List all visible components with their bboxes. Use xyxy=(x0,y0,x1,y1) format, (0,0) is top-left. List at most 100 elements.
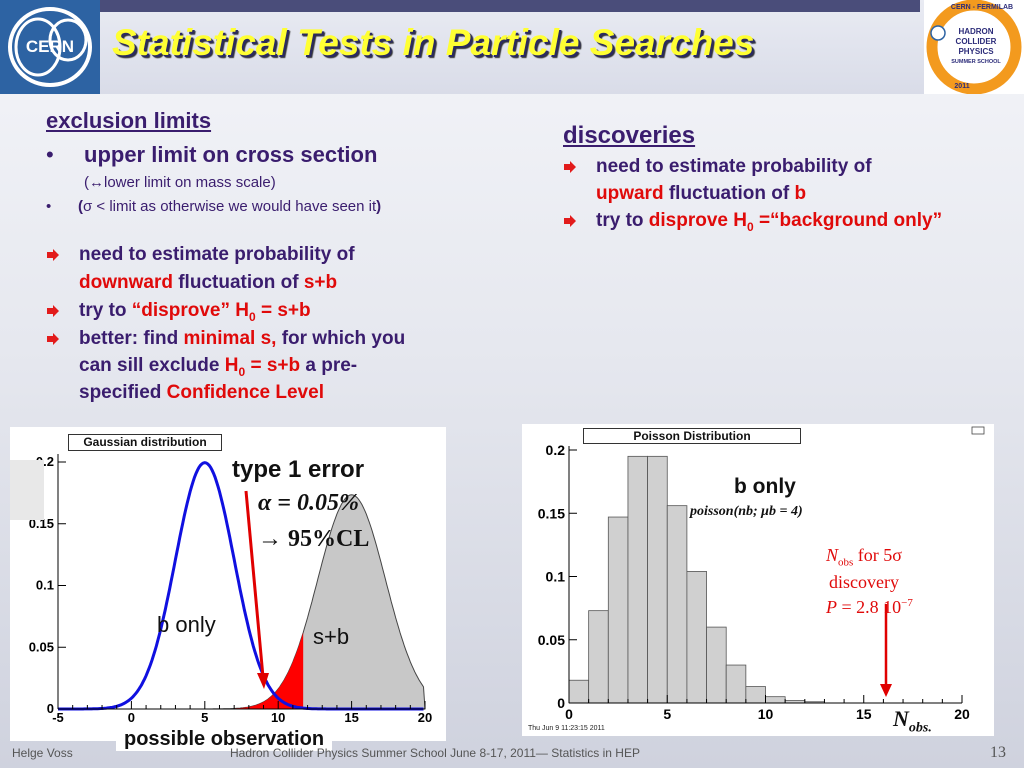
label-sb: s+b xyxy=(313,624,350,649)
left-item3-pre: better: find xyxy=(79,328,184,349)
nobs-sub: obs xyxy=(838,556,854,569)
discoveries-heading: discoveries xyxy=(563,122,696,149)
stats-box-icon xyxy=(971,426,985,435)
right-item2-sub: 0 xyxy=(746,219,754,234)
gauss-ytick-label: 0 xyxy=(47,701,54,716)
left-item3-l3-pre: specified xyxy=(79,382,167,403)
school-logo-line4: SUMMER SCHOOL xyxy=(951,59,1001,65)
left-item3-l2-h: H xyxy=(224,355,239,376)
bullet-upper-limit: upper limit on cross section xyxy=(84,142,378,167)
label-discovery: discovery xyxy=(829,572,899,592)
label-cl: → 95%CL xyxy=(258,526,370,552)
left-item3-l2-post: a pre- xyxy=(300,355,358,376)
header-bar xyxy=(0,0,1024,94)
poisson-plot-panel: 0.2 0.15 0.1 0.05 0 0 5 10 15 20 Poisson Distribu… xyxy=(522,424,994,736)
left-item2-pre: try to xyxy=(79,300,132,321)
gauss-plot: 0.20.150.10.050-5 0 5 10 15 20 xyxy=(29,454,432,725)
school-logo-year: 2011 xyxy=(954,83,969,90)
footer-author: Helge Voss xyxy=(12,746,73,760)
paren-open: ( xyxy=(78,198,83,215)
label-p-value: P = 2.8 10−7 xyxy=(826,597,913,618)
type1-arrowhead xyxy=(257,673,269,689)
poisson-xtick-label: 20 xyxy=(954,706,970,722)
p-exp: −7 xyxy=(901,597,913,609)
gauss-plot-title: Gaussian distribution xyxy=(68,434,222,451)
bullet-dot-2: • xyxy=(46,198,52,215)
label-nobs-5sigma: Nobs for 5σ xyxy=(826,545,902,569)
left-item1-line2: downward fluctuation of s+b xyxy=(79,272,337,294)
poisson-bar xyxy=(745,686,766,704)
poisson-bar xyxy=(607,516,629,704)
label-b-only-gauss: b only xyxy=(157,612,216,637)
poisson-bar xyxy=(706,626,727,704)
right-item1-line1: need to estimate probability of xyxy=(596,156,872,177)
school-logo-line1: HADRON xyxy=(958,27,993,36)
label-possible-observation: possible observation xyxy=(116,728,333,751)
p-val: = 2.8 10 xyxy=(837,597,902,617)
poisson-bar xyxy=(765,696,786,704)
exclusion-heading: exclusion limits xyxy=(46,108,212,133)
arrow-bullet-icon xyxy=(564,215,576,227)
poisson-bar xyxy=(725,664,747,704)
left-item3-line1: better: find minimal s, for which you xyxy=(79,328,405,350)
poisson-timestamp: Thu Jun 9 11:23:15 2011 xyxy=(528,725,605,732)
label-alpha: α = 0.05% xyxy=(258,490,359,516)
cern-logo: CERN xyxy=(0,0,100,94)
label-poisson-formula: poisson(nb; μb = 4) xyxy=(690,504,803,519)
word-sb: s+b xyxy=(303,272,338,293)
right-item2-bg: =“background only” xyxy=(753,210,943,231)
poisson-plot: 0.2 0.15 0.1 0.05 00 5 10 15 20 xyxy=(538,426,985,722)
type1-error-area xyxy=(58,632,304,709)
poisson-xtick-label: 0 xyxy=(565,706,573,722)
poisson-ytick-label: 0.05 xyxy=(538,632,565,648)
arrow-bullet-icon xyxy=(47,249,59,261)
poisson-xtick-label: 15 xyxy=(856,706,872,722)
poisson-plot-title: Poisson Distribution xyxy=(583,428,801,444)
label-b-only-poisson: b only xyxy=(734,475,796,498)
poisson-xtick-label: 5 xyxy=(663,706,671,722)
left-item3-l2-sub: 0 xyxy=(238,364,246,379)
left-item1-line1: need to estimate probability of xyxy=(79,244,355,265)
label-nobs-axis: Nobs. xyxy=(893,706,932,737)
poisson-ytick-label: 0 xyxy=(557,695,565,711)
nobs-n: N xyxy=(826,545,839,565)
right-item1-line2: upward fluctuation of b xyxy=(596,183,806,205)
right-word-fluctuation: fluctuation of xyxy=(663,183,795,204)
nobs-for: for 5σ xyxy=(853,545,902,565)
poisson-bar xyxy=(627,455,648,704)
gauss-xtick-label: 15 xyxy=(344,710,358,725)
poisson-bar xyxy=(686,571,707,704)
left-item3-l3-cl: Confidence Level xyxy=(166,382,324,403)
gauss-xtick-label: 5 xyxy=(201,710,208,725)
gauss-xtick-label: 0 xyxy=(128,710,135,725)
gauss-plot-panel: 0.2 0.15 0.1 0.05 0 -5 0 5 10 15 20 Gaussian distr… xyxy=(10,427,446,741)
nobs-arrowhead xyxy=(880,684,892,697)
left-item3-l2-sb: = s+b xyxy=(245,355,301,376)
word-downward: downward xyxy=(79,272,173,293)
left-item2-sb: = s+b xyxy=(255,300,311,321)
left-item3-l2-pre: can sill exclude xyxy=(79,355,225,376)
right-item2-disprove: disprove H xyxy=(648,210,747,231)
poisson-bar xyxy=(666,505,688,704)
paren-close: ) xyxy=(376,198,382,215)
arrow-bullet-icon xyxy=(47,333,59,345)
arrow-bullet-icon xyxy=(47,305,59,317)
poisson-ytick-label: 0.2 xyxy=(546,442,566,458)
footer-event: Hadron Collider Physics Summer School Ju… xyxy=(230,746,640,760)
nobs-axis-n: N xyxy=(893,706,909,731)
left-item3-minimal: minimal s, xyxy=(183,328,277,349)
word-fluctuation: fluctuation of xyxy=(172,272,304,293)
school-logo-arc-top: CERN - FERMILAB xyxy=(951,4,1013,11)
nobs-axis-sub: obs. xyxy=(908,720,932,736)
page-title: Statistical Tests in Particle Searches xyxy=(112,22,755,63)
poisson-ytick-label: 0.1 xyxy=(546,569,566,585)
poisson-bar xyxy=(568,679,590,704)
bullet-sigma-limit: (σ < limit as otherwise we would have se… xyxy=(78,198,381,215)
poisson-ytick-label: 0.15 xyxy=(538,505,565,521)
label-type1-error: type 1 error xyxy=(232,456,365,483)
right-item2-pre: try to xyxy=(596,210,649,231)
left-item3-post: for which you xyxy=(276,328,406,349)
poisson-bar xyxy=(647,455,668,704)
poisson-bar xyxy=(588,610,609,704)
school-logo-line2: COLLIDER xyxy=(956,37,997,46)
